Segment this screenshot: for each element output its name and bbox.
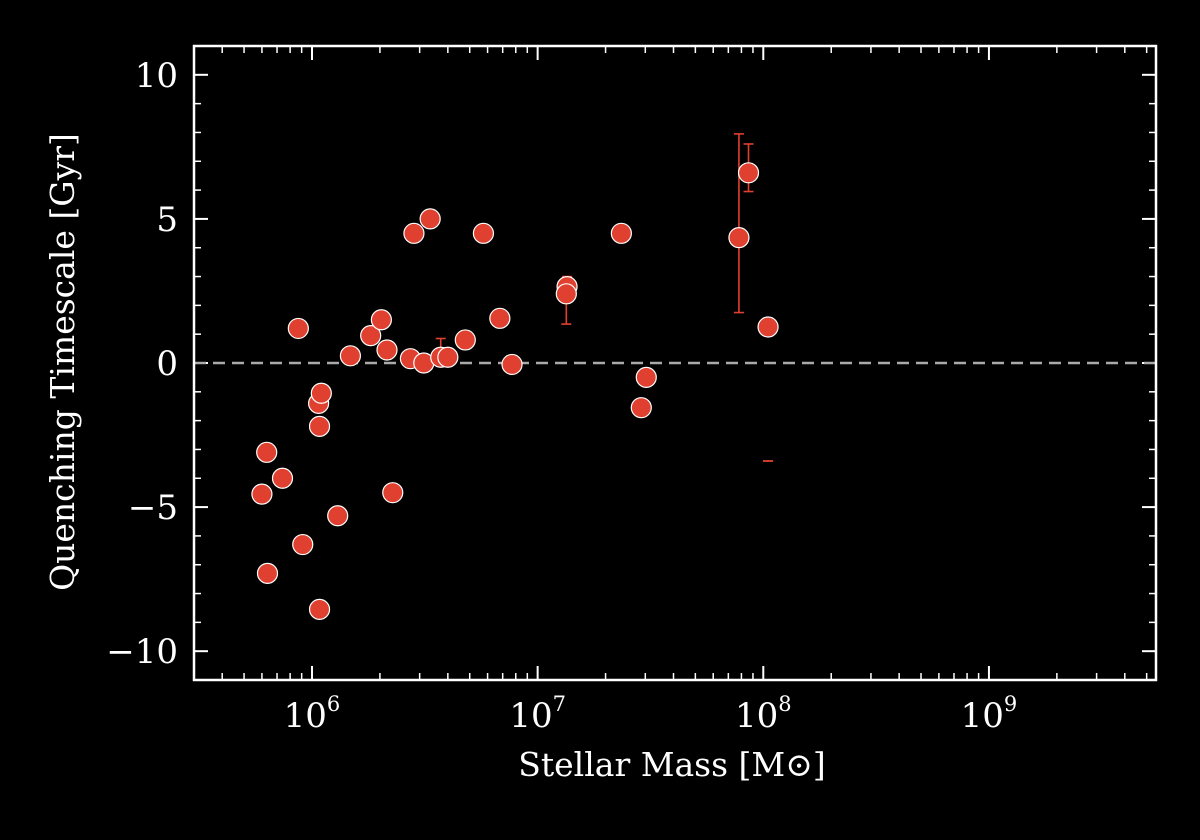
data-point — [287, 317, 309, 340]
data-point — [555, 283, 577, 305]
data-point — [610, 222, 632, 244]
data-point — [360, 325, 382, 347]
x-tick-label: 107 — [509, 692, 566, 736]
x-tick-label: 106 — [284, 692, 341, 736]
data-point — [271, 467, 294, 489]
data-point — [419, 208, 441, 230]
data-point — [256, 562, 279, 584]
data-point — [454, 329, 476, 351]
data-point — [370, 309, 392, 331]
x-tick-label-base: 10 — [284, 696, 327, 736]
x-tick-label-base: 10 — [961, 696, 1004, 736]
y-tick-label: 5 — [156, 200, 178, 240]
x-tick-label-exponent: 9 — [1004, 692, 1017, 716]
data-point — [737, 162, 760, 184]
y-tick-label: 10 — [135, 56, 178, 96]
data-point — [339, 345, 362, 367]
y-tick-label: 0 — [156, 344, 178, 384]
data-point — [256, 441, 278, 463]
data-point — [630, 397, 652, 419]
x-tick-label: 108 — [735, 692, 792, 736]
x-axis-label: Stellar Mass [M⊙] — [518, 745, 825, 784]
data-point — [757, 316, 779, 338]
data-point — [501, 353, 523, 376]
data-point — [251, 483, 273, 505]
data-points — [251, 162, 779, 620]
data-point — [403, 222, 425, 244]
x-tick-label-base: 10 — [509, 696, 552, 736]
data-point — [437, 346, 459, 368]
data-point — [327, 505, 349, 527]
x-tick-label-base: 10 — [735, 696, 778, 736]
x-tick-label-exponent: 8 — [778, 692, 791, 716]
data-point — [292, 533, 314, 556]
y-axis-label: Quenching Timescale [Gyr] — [43, 133, 82, 591]
data-point — [472, 222, 495, 244]
x-tick-label-exponent: 6 — [327, 692, 340, 716]
y-tick-labels: 10 5 0 −5 −10 — [106, 56, 178, 672]
data-point — [308, 415, 331, 437]
data-point — [635, 366, 657, 389]
plot-frame — [192, 44, 1158, 682]
x-tick-label-exponent: 7 — [553, 692, 566, 716]
y-tick-label: −5 — [128, 488, 178, 528]
data-point — [728, 227, 750, 249]
data-point — [376, 339, 398, 361]
error-bar — [733, 133, 744, 314]
data-point — [308, 598, 331, 620]
data-point — [489, 307, 511, 329]
y-tick-label: −10 — [106, 632, 178, 672]
data-point — [382, 482, 404, 504]
x-tick-label: 109 — [961, 692, 1018, 736]
data-point — [310, 382, 332, 404]
x-tick-labels: 106 107 108 109 — [284, 692, 1018, 736]
